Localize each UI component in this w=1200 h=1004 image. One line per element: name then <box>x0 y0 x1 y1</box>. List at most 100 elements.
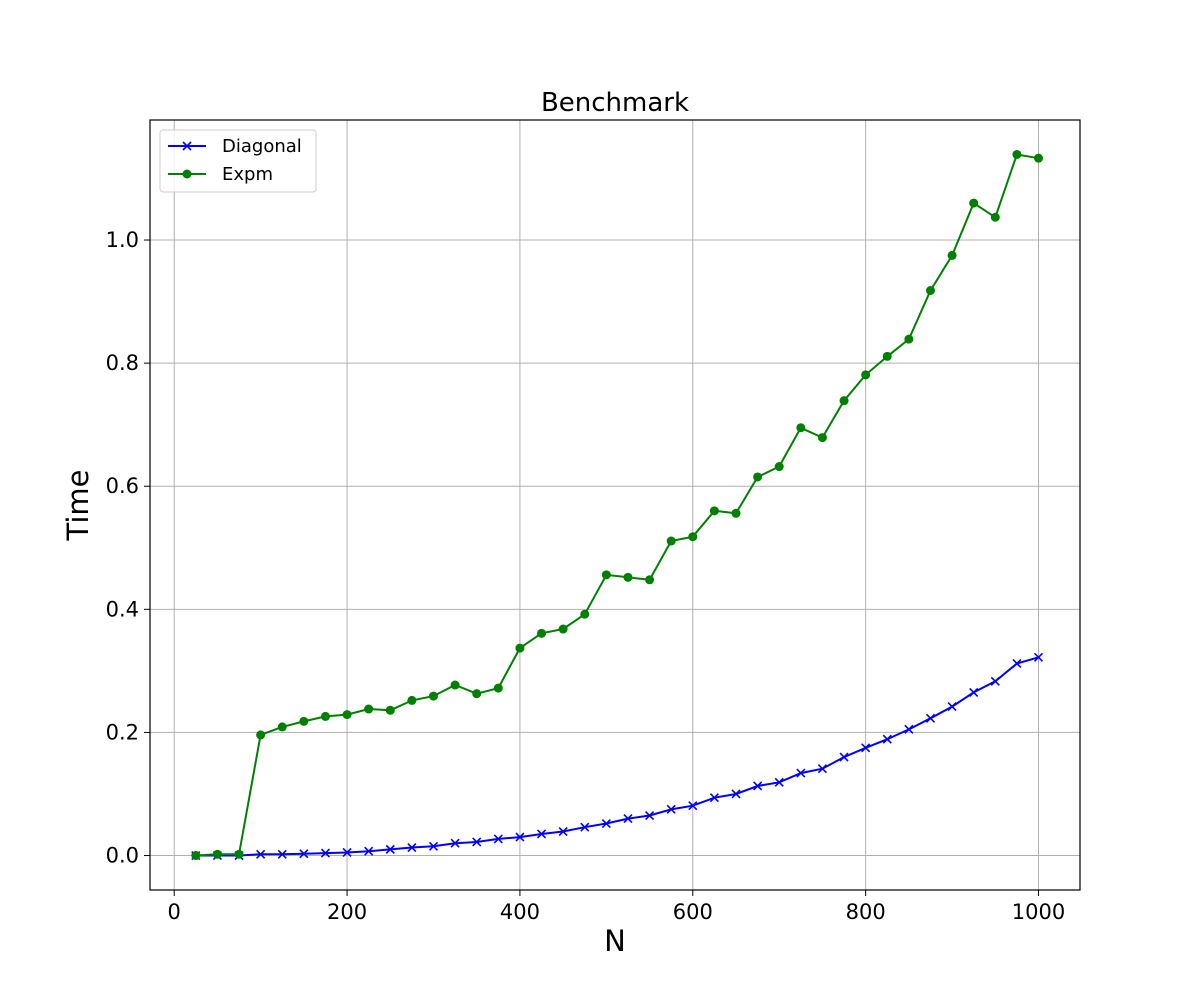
data-point <box>796 423 806 433</box>
x-tick-label: 1000 <box>1012 900 1065 924</box>
data-point <box>191 851 201 861</box>
chart-title: Benchmark <box>541 88 689 118</box>
x-tick-label: 0 <box>168 900 181 924</box>
data-point <box>947 702 957 712</box>
data-point <box>774 777 784 787</box>
data-point <box>623 814 633 824</box>
x-tick-label: 200 <box>327 900 367 924</box>
series-expm <box>191 149 1044 861</box>
data-point <box>342 710 352 720</box>
y-tick-label: 1.0 <box>106 228 139 252</box>
y-tick-label: 0.4 <box>106 597 139 621</box>
data-point <box>947 250 957 260</box>
data-point <box>320 848 331 858</box>
data-point <box>299 716 309 726</box>
data-point <box>515 832 525 842</box>
x-axis-label: N <box>604 924 626 958</box>
data-point <box>969 198 979 208</box>
data-point <box>861 370 871 380</box>
legend-label: Diagonal <box>222 136 302 157</box>
x-tick-label: 600 <box>673 900 713 924</box>
data-point <box>688 801 698 811</box>
grid <box>150 120 1080 890</box>
y-tick-label: 0.6 <box>106 474 139 498</box>
ticks: 0 200 400 600 800 1000 0.0 0.2 0.4 0.6 0.8 1.0 <box>106 228 1066 924</box>
data-point <box>299 849 309 859</box>
data-point <box>515 643 525 653</box>
series-layer <box>191 149 1044 861</box>
data-point <box>709 793 719 803</box>
series-line-expm <box>195 153 1039 857</box>
legend-item-expm: Expm <box>168 164 273 185</box>
data-point <box>256 849 266 859</box>
x-tick-label: 800 <box>846 900 886 924</box>
legend-label: Expm <box>222 164 273 185</box>
data-point <box>731 789 741 799</box>
data-point <box>796 768 806 778</box>
data-point <box>558 826 568 837</box>
data-point <box>364 704 374 714</box>
data-point <box>990 212 1000 222</box>
data-point <box>342 847 352 858</box>
data-point <box>882 734 892 744</box>
data-point <box>731 508 741 518</box>
legend-marker <box>182 141 192 151</box>
data-point <box>580 609 590 619</box>
data-point <box>493 834 503 844</box>
data-point <box>234 849 244 859</box>
series-diagonal <box>191 652 1044 861</box>
data-point <box>666 536 676 546</box>
y-axis-label: Time <box>61 470 95 542</box>
data-point <box>861 743 871 753</box>
data-point <box>385 705 395 715</box>
plot-frame <box>149 119 1081 891</box>
data-point <box>407 842 417 853</box>
data-point <box>428 841 439 851</box>
data-point <box>904 724 914 734</box>
data-point <box>709 506 719 516</box>
data-point <box>493 683 503 693</box>
legend-marker <box>182 169 192 179</box>
series-line-diagonal <box>195 656 1039 857</box>
data-point <box>623 572 633 582</box>
data-point <box>536 829 547 839</box>
legend-item-diagonal: Diagonal <box>168 136 302 157</box>
data-point <box>256 730 266 740</box>
data-point <box>753 472 763 482</box>
data-point <box>277 849 287 859</box>
data-point <box>428 691 438 701</box>
y-tick-label: 0.0 <box>106 844 139 868</box>
data-point <box>601 818 611 829</box>
data-point <box>450 838 460 848</box>
data-point <box>882 351 892 361</box>
data-point <box>774 462 784 472</box>
data-point <box>450 680 460 690</box>
data-point <box>580 822 590 832</box>
data-point <box>385 844 395 854</box>
data-point <box>645 810 655 821</box>
data-point <box>817 433 827 443</box>
data-point <box>753 781 763 791</box>
data-point <box>1012 149 1022 159</box>
data-point <box>277 722 287 732</box>
data-point <box>904 334 914 344</box>
data-point <box>1033 652 1044 662</box>
data-point <box>645 575 655 585</box>
legend: Diagonal Expm <box>159 129 317 193</box>
data-point <box>839 396 849 406</box>
data-point <box>558 624 568 634</box>
data-point <box>839 752 849 762</box>
data-point <box>1034 153 1044 163</box>
data-point <box>925 285 935 295</box>
data-point <box>472 837 482 847</box>
x-tick-label: 400 <box>500 900 540 924</box>
data-point <box>537 628 547 638</box>
data-point <box>817 764 828 774</box>
data-point <box>472 689 482 699</box>
data-point <box>1012 658 1022 669</box>
data-point <box>601 570 611 580</box>
data-point <box>320 711 330 721</box>
data-point <box>364 846 374 856</box>
data-point <box>212 849 222 859</box>
